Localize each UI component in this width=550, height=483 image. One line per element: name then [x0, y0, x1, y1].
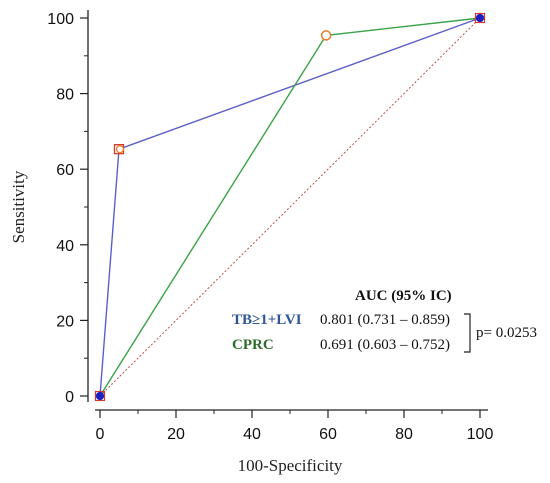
- series-endpoint-square: [474, 12, 486, 24]
- legend-bracket: [464, 313, 471, 353]
- y-tick-labels: 0 20 40 60 80 100: [47, 11, 74, 406]
- reference-diagonal: [99, 17, 481, 397]
- y-axis-title: Sensitivity: [9, 170, 28, 243]
- y-tick-label: 20: [56, 313, 74, 330]
- series-point-circle: [320, 30, 332, 41]
- series-endpoint-point: [476, 14, 484, 22]
- legend-p-value: p= 0.0253: [476, 325, 537, 341]
- roc-series: [94, 12, 486, 402]
- auc-legend: AUC (95% IC) TB≥1+LVI 0.801 (0.731 – 0.8…: [232, 288, 537, 353]
- y-tick-label: 0: [65, 389, 74, 406]
- legend-name-tb-lvi: TB≥1+LVI: [232, 312, 302, 328]
- series-point-inner: [115, 145, 125, 154]
- y-tick-label: 60: [56, 162, 74, 179]
- reference-line: [99, 17, 481, 397]
- x-tick-label: 100: [467, 426, 494, 443]
- x-tick-label: 20: [167, 426, 185, 443]
- y-tick-label: 40: [56, 238, 74, 255]
- legend-auc-tb-lvi: 0.801 (0.731 – 0.859): [320, 312, 450, 328]
- legend-auc-cprc: 0.691 (0.603 – 0.752): [320, 337, 450, 353]
- chart-axes: [80, 10, 488, 418]
- x-tick-label: 0: [96, 426, 105, 443]
- x-tick-label: 60: [319, 426, 337, 443]
- x-tick-label: 40: [243, 426, 261, 443]
- x-axis-title: 100-Specificity: [238, 456, 343, 475]
- x-tick-labels: 0 20 40 60 80 100: [96, 426, 494, 443]
- series-endpoint-point: [96, 392, 104, 400]
- legend-name-cprc: CPRC: [232, 337, 274, 353]
- y-tick-label: 80: [56, 87, 74, 104]
- y-tick-label: 100: [47, 11, 74, 28]
- legend-header: AUC (95% IC): [355, 288, 452, 304]
- series-endpoint-square: [94, 390, 106, 402]
- x-tick-label: 80: [395, 426, 413, 443]
